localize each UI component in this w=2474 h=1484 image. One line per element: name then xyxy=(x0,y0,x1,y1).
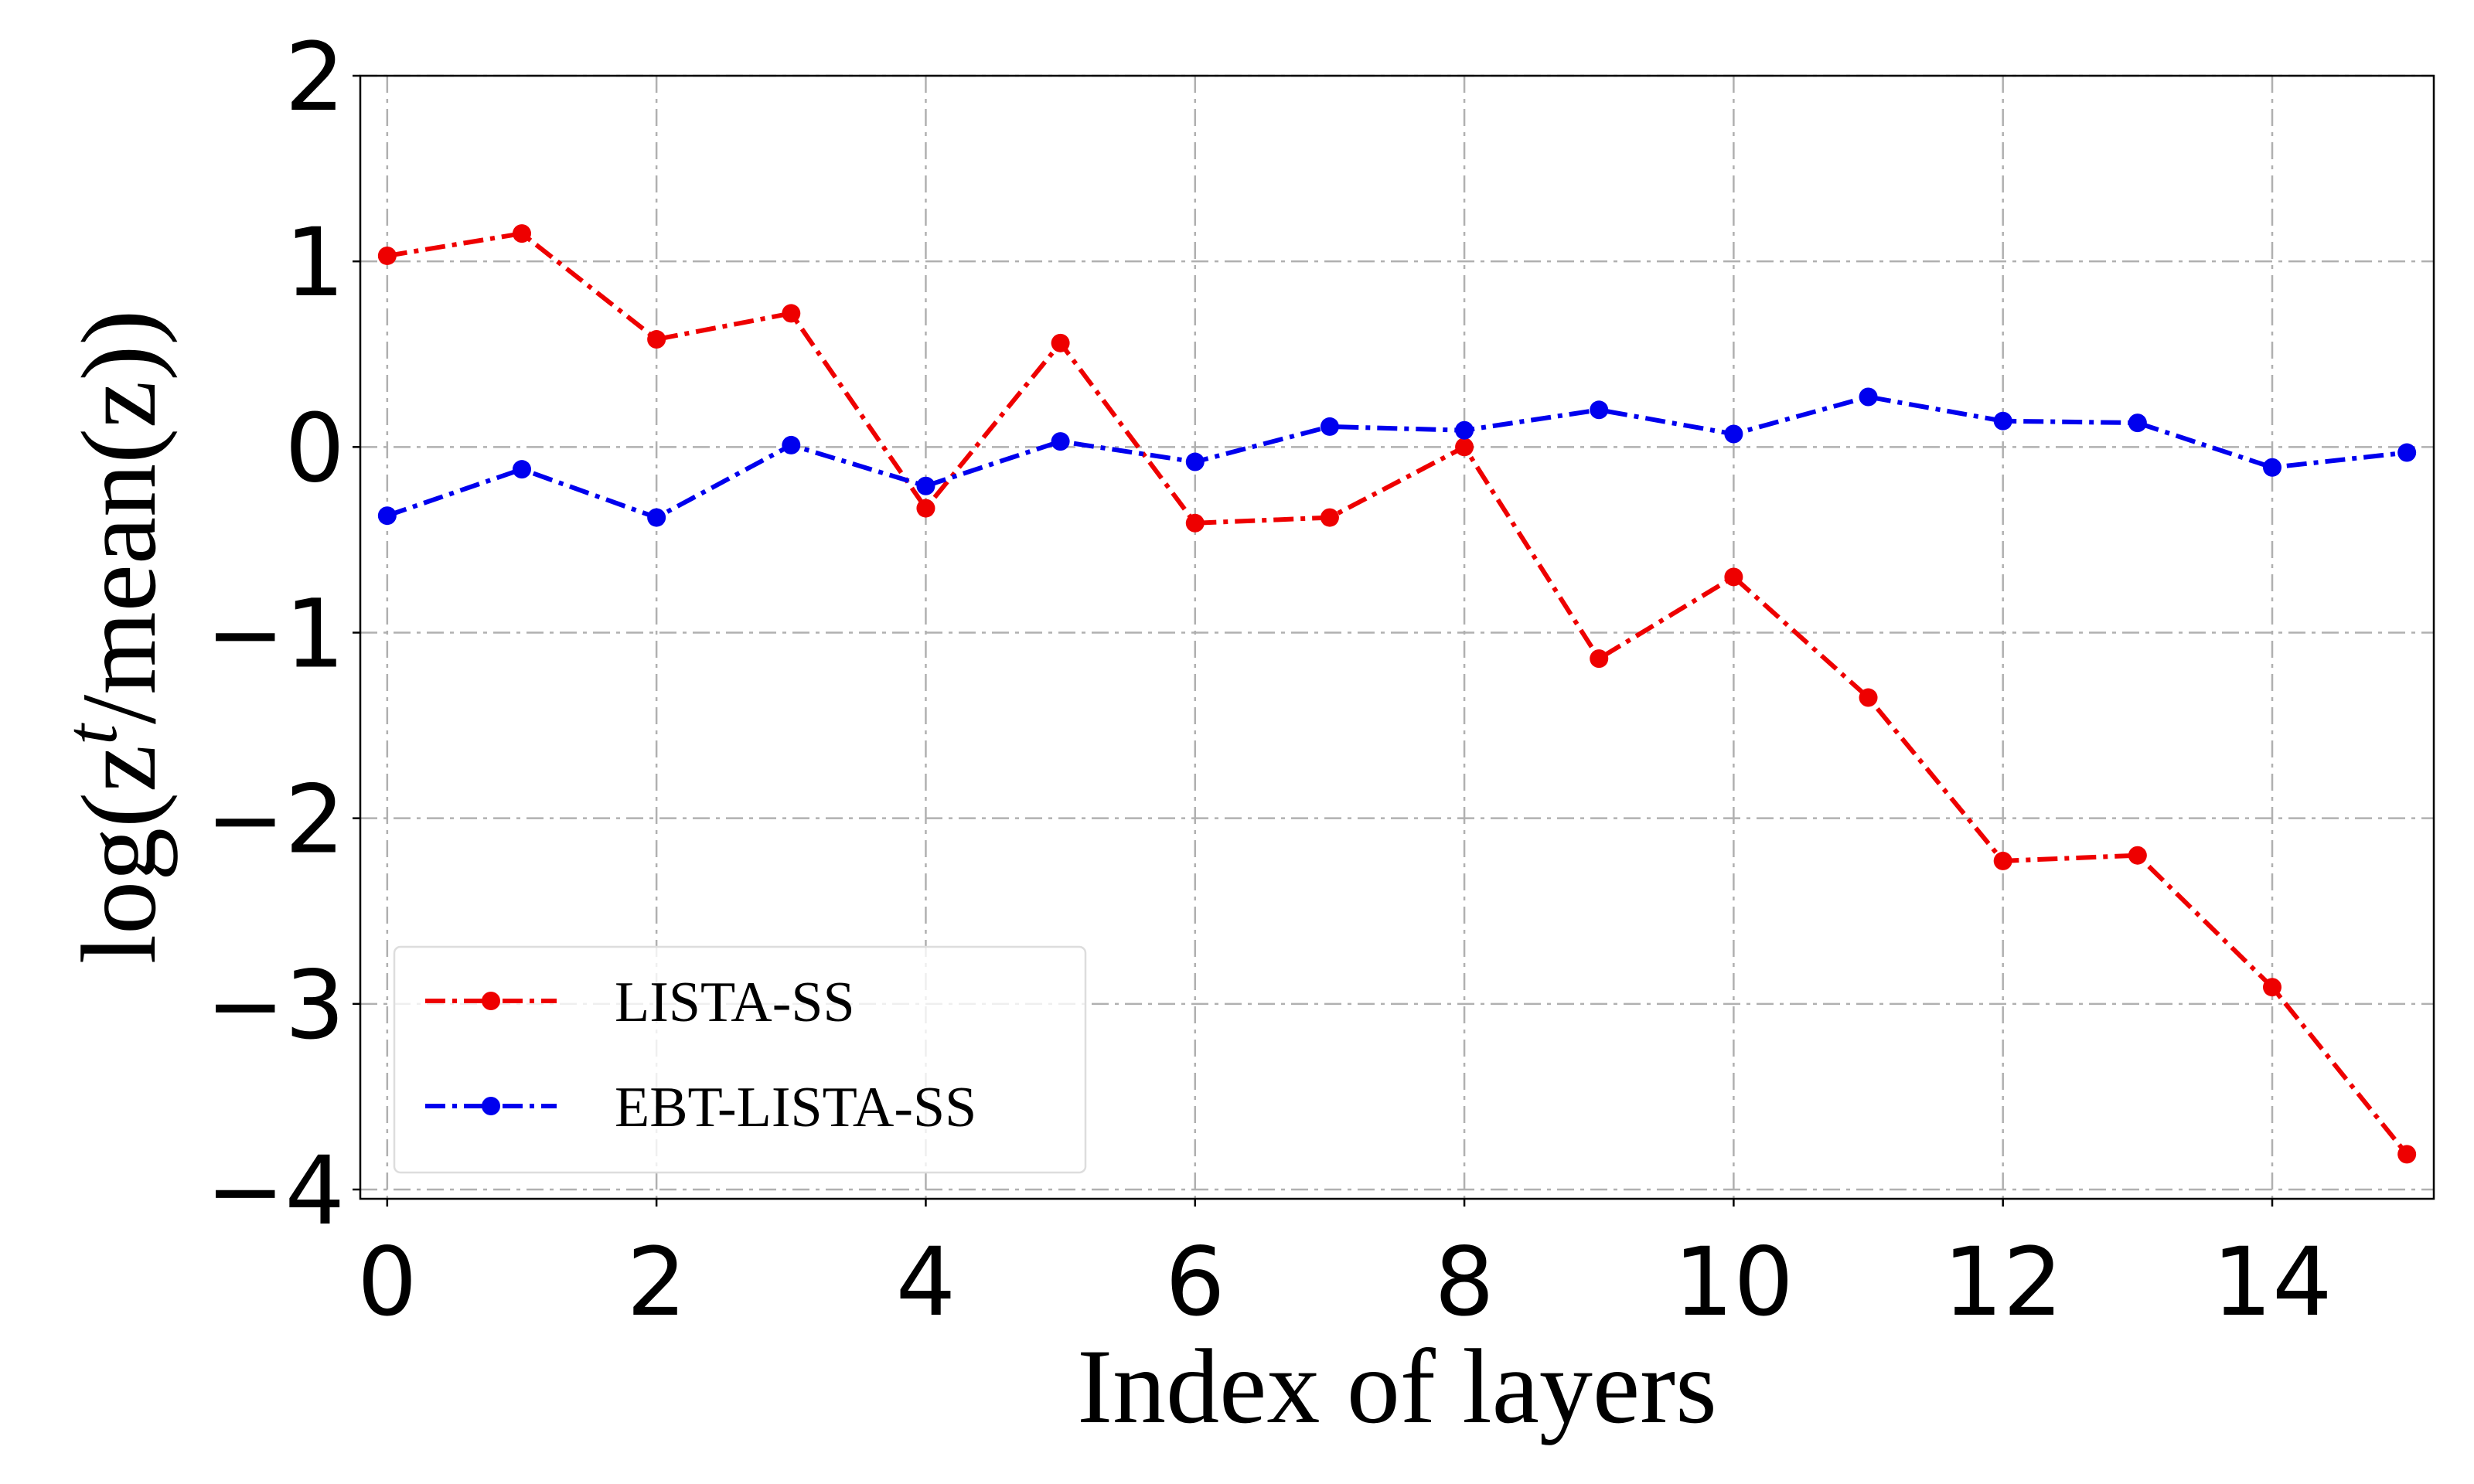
data-point xyxy=(512,460,531,479)
plot-frame xyxy=(359,74,2435,1200)
data-point xyxy=(2263,458,2282,477)
y-tick-label: 1 xyxy=(285,208,345,318)
data-point xyxy=(916,476,935,495)
legend-label: LISTA-SS xyxy=(615,971,855,1034)
series-line xyxy=(387,230,2409,1156)
y-tick-label: −2 xyxy=(206,765,345,875)
y-tick-label: −1 xyxy=(206,579,345,689)
data-point xyxy=(1185,513,1205,533)
data-point xyxy=(1590,400,1609,420)
data-point xyxy=(782,435,801,454)
data-point xyxy=(1051,333,1070,352)
data-point xyxy=(1051,432,1070,451)
data-point xyxy=(512,224,531,243)
x-tick-label: 14 xyxy=(2212,1227,2332,1337)
data-point xyxy=(2397,443,2417,462)
data-point xyxy=(1590,649,1609,669)
x-tick-label: 10 xyxy=(1674,1227,1794,1337)
data-point xyxy=(1859,688,1878,707)
data-point xyxy=(2128,846,2147,865)
x-tick-label: 8 xyxy=(1434,1227,1494,1337)
legend-box xyxy=(393,945,1087,1174)
data-point xyxy=(1859,387,1878,407)
data-point xyxy=(647,508,666,527)
legend-marker xyxy=(482,992,500,1010)
data-point xyxy=(1320,508,1339,527)
x-tick-label: 4 xyxy=(896,1227,956,1337)
legend-marker xyxy=(482,1097,500,1115)
data-point xyxy=(2128,414,2147,433)
data-point xyxy=(647,330,666,349)
x-tick-label: 0 xyxy=(357,1227,417,1337)
data-point xyxy=(2397,1145,2417,1164)
data-point xyxy=(1993,411,2012,431)
data-point xyxy=(377,246,397,265)
y-label-sup: t xyxy=(49,723,132,745)
x-tick-label: 2 xyxy=(626,1227,687,1337)
data-point xyxy=(1455,437,1474,457)
x-tick-label: 12 xyxy=(1943,1227,2063,1337)
y-tick-label: −4 xyxy=(206,1136,345,1246)
y-label-part: log(z xyxy=(60,745,178,965)
data-point xyxy=(1993,851,2012,870)
y-tick-label: −3 xyxy=(206,951,345,1060)
data-point xyxy=(1455,420,1474,440)
data-point xyxy=(1724,567,1743,587)
data-point xyxy=(1724,424,1743,444)
data-point xyxy=(782,304,801,323)
x-axis-label: Index of layers xyxy=(1077,1327,1717,1445)
data-point xyxy=(377,506,397,526)
y-label-part: /mean(z)) xyxy=(60,310,178,724)
legend-label: EBT-LISTA-SS xyxy=(615,1076,976,1139)
data-point xyxy=(1320,417,1339,436)
data-point xyxy=(1185,452,1205,471)
y-tick-label: 2 xyxy=(285,22,345,132)
series-line xyxy=(386,394,2408,520)
x-tick-label: 6 xyxy=(1165,1227,1225,1337)
data-point xyxy=(916,499,935,518)
data-point xyxy=(2263,978,2282,997)
y-tick-label: 0 xyxy=(285,393,345,503)
y-axis-label: log(zt/mean(z)) xyxy=(49,310,178,965)
